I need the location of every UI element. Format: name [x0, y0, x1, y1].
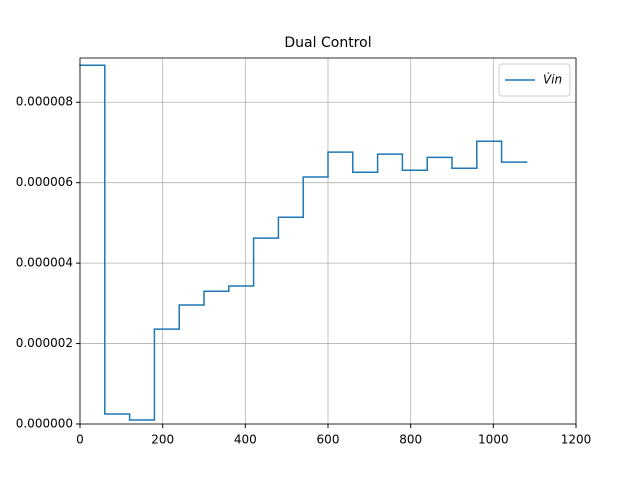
x-tick-label: 800 [399, 433, 422, 447]
axes-frame [79, 57, 577, 425]
y-tick-label: 0.000002 [16, 336, 73, 350]
x-tick-label: 1200 [561, 433, 592, 447]
legend-label: V̇in [543, 72, 562, 86]
legend: V̇in [498, 63, 571, 97]
x-tick-label: 200 [151, 433, 174, 447]
y-tick-label: 0.000000 [16, 417, 73, 431]
x-tick-label: 600 [317, 433, 340, 447]
x-tick-label: 1000 [478, 433, 509, 447]
chart-title: Dual Control [284, 35, 371, 51]
x-tick-label: 400 [234, 433, 257, 447]
x-tick-label: 0 [76, 433, 84, 447]
y-tick-label: 0.000006 [16, 175, 73, 189]
y-tick-label: 0.000004 [16, 256, 73, 270]
y-tick-label: 0.000008 [16, 95, 73, 109]
